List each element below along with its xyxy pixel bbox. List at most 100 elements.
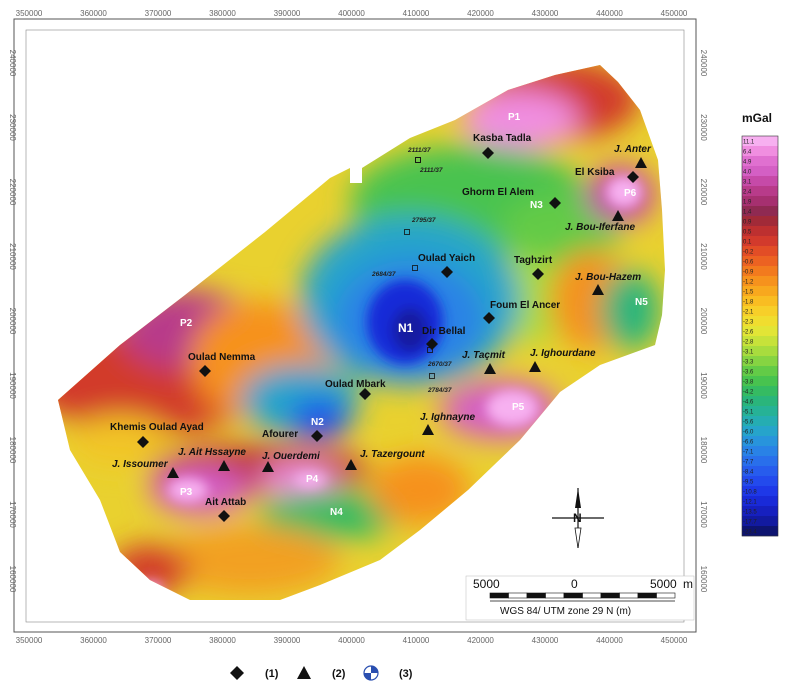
y-tick-left: 210000 <box>8 243 17 270</box>
legend-label: (3) <box>399 668 413 680</box>
x-tick-top: 430000 <box>532 9 559 18</box>
colorbar-cells: 11.1 6.4 4.9 4.0 3.1 2.4 1.9 1.4 0.9 0.5 0.1 -0.2 -0… <box>742 136 778 536</box>
colorbar-value-label: -9.5 <box>743 480 754 486</box>
y-axis-ticks-left: 1600001700001800001900002000002100002200… <box>8 50 17 593</box>
scale-mid-label: 0 <box>571 577 578 591</box>
well-label: 2784/37 <box>427 387 452 394</box>
y-tick-left: 240000 <box>8 50 17 77</box>
scale-segment <box>620 593 639 598</box>
colorbar-value-label: 1.9 <box>743 200 752 206</box>
colorbar-value-label: -17.7 <box>743 520 757 526</box>
y-tick-right: 200000 <box>699 308 708 335</box>
x-tick-bottom: 440000 <box>596 636 623 645</box>
y-tick-right: 240000 <box>699 50 708 77</box>
x-tick-bottom: 410000 <box>403 636 430 645</box>
x-tick-bottom: 360000 <box>80 636 107 645</box>
colorbar-value-label: -7.7 <box>743 460 754 466</box>
colorbar-value-label: 1.4 <box>743 210 752 216</box>
town-label: Foum El Ancer <box>490 300 560 311</box>
x-tick-top: 400000 <box>338 9 365 18</box>
colorbar-value-label: -23.4 <box>743 530 757 536</box>
diamond-icon <box>230 666 244 680</box>
x-tick-bottom: 350000 <box>16 636 43 645</box>
x-tick-top: 390000 <box>274 9 301 18</box>
y-tick-right: 230000 <box>699 114 708 141</box>
legend-item: (1) <box>230 666 279 680</box>
x-tick-top: 360000 <box>80 9 107 18</box>
x-axis-ticks-top: 350000 360000 370000 380000 390000 400000 4100… <box>16 9 688 18</box>
colorbar-value-label: 0.1 <box>743 240 752 246</box>
x-tick-top: 420000 <box>467 9 494 18</box>
town-label: Oulad Mbark <box>325 379 386 390</box>
town-label: Kasba Tadla <box>473 133 532 144</box>
mountain-label: J. Ait Hssayne <box>178 447 246 458</box>
scale-segment <box>638 593 657 598</box>
colorbar-value-label: -7.1 <box>743 450 754 456</box>
colorbar-value-label: -2.1 <box>743 310 754 316</box>
anomaly-label-P5: P5 <box>512 402 525 413</box>
colorbar-value-label: -6.0 <box>743 430 754 436</box>
x-tick-bottom: 390000 <box>274 636 301 645</box>
y-tick-right: 160000 <box>699 566 708 593</box>
colorbar-value-label: 3.1 <box>743 180 752 186</box>
town-label: El Ksiba <box>575 167 615 178</box>
town-label: Oulad Nemma <box>188 352 256 363</box>
y-tick-right: 220000 <box>699 179 708 206</box>
anomaly-label-N4: N4 <box>330 507 343 518</box>
scale-segment <box>490 593 509 598</box>
colorbar-value-label: -3.1 <box>743 350 754 356</box>
scale-segment <box>509 593 528 598</box>
y-tick-right: 180000 <box>699 437 708 464</box>
colorbar-value-label: 6.4 <box>743 150 752 156</box>
colorbar-value-label: -3.8 <box>743 380 754 386</box>
x-tick-bottom: 450000 <box>661 636 688 645</box>
x-tick-bottom: 430000 <box>532 636 559 645</box>
scale-unit-label: m <box>683 577 693 591</box>
north-arrow-label: N <box>573 511 582 525</box>
x-tick-top: 450000 <box>661 9 688 18</box>
mountain-label: J. Bou-Iferfane <box>565 222 635 233</box>
y-axis-ticks-right: 160000 170000 180000 190000 200000 210000 2200… <box>699 50 708 593</box>
x-axis-ticks-bottom: 350000 360000 370000 380000 390000 400000 4100… <box>16 636 688 645</box>
legend-label: (2) <box>332 668 346 680</box>
colorbar-value-label: -4.6 <box>743 400 754 406</box>
colorbar-value-label: -1.2 <box>743 280 754 286</box>
colorbar-unit-label: mGal <box>742 111 772 125</box>
triangle-icon <box>297 666 311 679</box>
x-tick-bottom: 370000 <box>145 636 172 645</box>
anomaly-label-N3: N3 <box>530 200 543 211</box>
colorbar-value-label: -2.6 <box>743 330 754 336</box>
colorbar-value-label: -4.2 <box>743 390 754 396</box>
x-tick-bottom: 420000 <box>467 636 494 645</box>
x-tick-top: 370000 <box>145 9 172 18</box>
town-label: Oulad Yaich <box>418 253 475 264</box>
x-tick-top: 380000 <box>209 9 236 18</box>
y-tick-right: 190000 <box>699 372 708 399</box>
symbol-legend: (1) (2) (3) <box>230 666 413 680</box>
town-label: Afourer <box>262 429 298 440</box>
y-tick-left: 190000 <box>8 372 17 399</box>
anomaly-label-P3: P3 <box>180 487 193 498</box>
well-label: 2684/37 <box>371 271 396 278</box>
anomaly-label-N1: N1 <box>398 321 414 335</box>
colorbar-value-label: -6.6 <box>743 440 754 446</box>
well-symbol-icon <box>364 666 378 680</box>
anomaly-label-P2: P2 <box>180 318 193 329</box>
scale-segment <box>601 593 620 598</box>
colorbar-value-label: -5.6 <box>743 420 754 426</box>
x-tick-top: 440000 <box>596 9 623 18</box>
scale-segment <box>657 593 676 598</box>
anomaly-label-P4: P4 <box>306 474 319 485</box>
colorbar-value-label: 0.9 <box>743 220 752 226</box>
y-tick-left: 200000 <box>8 308 17 335</box>
colorbar-value-label: 0.5 <box>743 230 752 236</box>
colorbar-value-label: -3.6 <box>743 370 754 376</box>
scale-segment <box>527 593 546 598</box>
scale-segments <box>490 593 675 598</box>
colorbar-value-label: 4.0 <box>743 170 752 176</box>
scale-segment <box>583 593 602 598</box>
colorbar-value-label: 11.1 <box>743 140 755 146</box>
colorbar-value-label: -0.2 <box>743 250 754 256</box>
scale-right-label: 5000 <box>650 577 677 591</box>
mountain-label: J. Tazergount <box>360 449 425 460</box>
